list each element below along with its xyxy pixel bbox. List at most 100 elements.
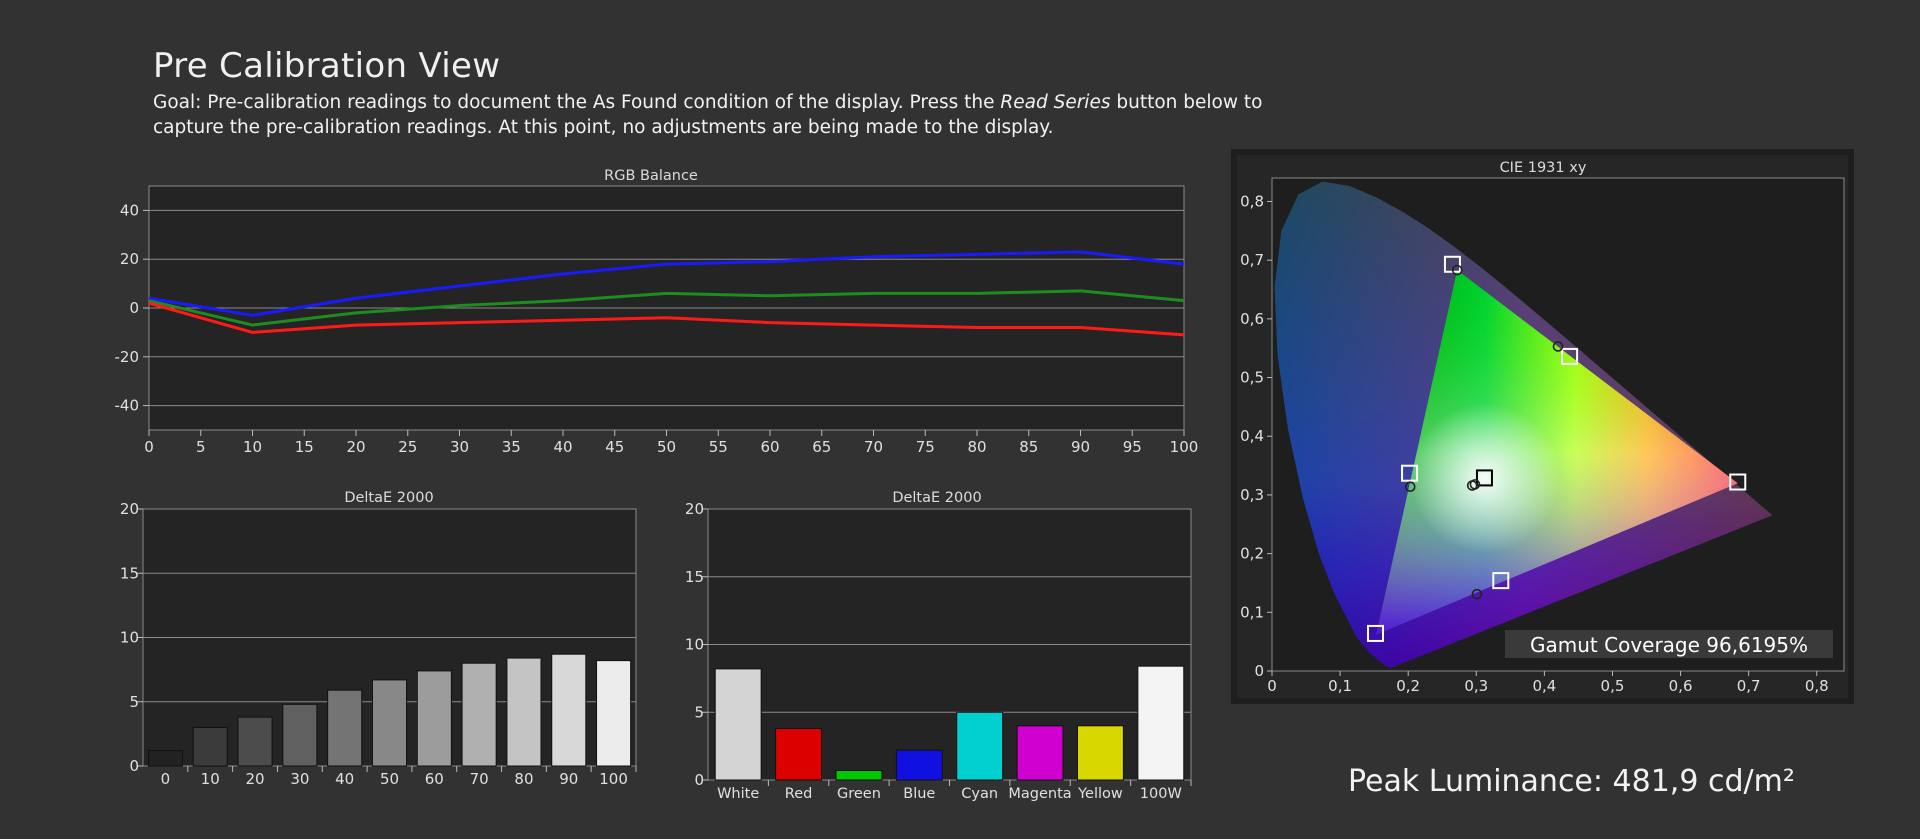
cie-xtick-label: 0,6 xyxy=(1669,677,1693,695)
deltae-gray-xtick-label: 90 xyxy=(559,770,578,788)
cie-measured-point xyxy=(1552,341,1564,352)
rgb-balance-x-axis: 0 5 10 15 20 25 30 35 40 45 50 55 60 65 70 75 80 85 90 95 10… xyxy=(144,430,1198,456)
deltae-color-xtick-label: Blue xyxy=(903,786,935,802)
rgb-ytick-label: -40 xyxy=(115,397,140,415)
cie-measured-point xyxy=(1451,264,1463,276)
deltae-color-bar xyxy=(1076,725,1124,781)
deltae-color-ytick-label: 10 xyxy=(685,636,704,654)
deltae-colors-axes: 20 15 10 5 0 White Red Green Blue Cyan Magenta Yell… xyxy=(685,500,1192,802)
cie-chart: CIE 1931 xy 0 0,1 0,2 0,3 0,4 0,5 0,6 0,7 0,8 0,8… xyxy=(1231,149,1854,704)
cie-target-square xyxy=(1401,464,1419,482)
deltae-gray-xtick-label: 50 xyxy=(380,770,399,788)
cie-target-square xyxy=(1561,347,1579,365)
rgb-series-line-1 xyxy=(148,289,1185,327)
rgb-ytick-label: 0 xyxy=(129,299,139,317)
deltae-gray-xtick-label: 60 xyxy=(425,770,444,788)
peak-luminance: Peak Luminance: 481,9 cd/m² xyxy=(1348,764,1795,799)
rgb-xtick-label: 80 xyxy=(967,438,986,456)
rgb-xtick-label: 30 xyxy=(450,438,469,456)
cie-xtick-label: 0,8 xyxy=(1805,677,1829,695)
rgb-ytick-label: 20 xyxy=(120,250,139,268)
deltae-gray-bar xyxy=(416,670,452,767)
deltae-gray-xtick-label: 10 xyxy=(201,770,220,788)
deltae-color-bar xyxy=(895,749,943,781)
deltae-gray-xtick-label: 80 xyxy=(514,770,533,788)
rgb-balance-series xyxy=(148,250,1185,337)
cie-ytick-label: 0,4 xyxy=(1240,427,1264,445)
deltae-grayscale-bars xyxy=(147,653,632,767)
rgb-xtick-label: 75 xyxy=(916,438,935,456)
rgb-balance-grid xyxy=(149,209,1184,407)
rgb-ytick-label: -20 xyxy=(115,348,140,366)
cie-xtick-label: 0,7 xyxy=(1737,677,1761,695)
deltae-gray-bar xyxy=(371,679,408,767)
cie-target-square xyxy=(1367,624,1385,642)
cie-xtick-label: 0 xyxy=(1267,677,1277,695)
deltae-color-xtick-label: 100W xyxy=(1140,786,1182,802)
goal-prefix: Goal: Pre-calibration readings to docume… xyxy=(153,92,1001,113)
deltae-color-bar xyxy=(835,770,883,781)
cie-xtick-label: 0,5 xyxy=(1601,677,1625,695)
rgb-xtick-label: 10 xyxy=(243,438,262,456)
white-point-glow xyxy=(1410,402,1561,553)
cie-axes: 0 0,1 0,2 0,3 0,4 0,5 0,6 0,7 0,8 0,8 0,7 0,6 0,5 0,4… xyxy=(1240,192,1829,695)
deltae-color-xtick-label: Green xyxy=(837,786,881,802)
deltae-gray-xtick-label: 40 xyxy=(335,770,354,788)
gamut-coverage-label: Gamut Coverage 96,6195% xyxy=(1530,633,1808,657)
deltae-color-ytick-label: 0 xyxy=(694,771,704,789)
rgb-series-line-2 xyxy=(148,301,1185,337)
deltae-color-ytick-label: 5 xyxy=(694,703,704,721)
deltae-color-xtick-label: White xyxy=(717,786,759,802)
rgb-xtick-label: 100 xyxy=(1170,438,1199,456)
deltae-color-bar xyxy=(1137,665,1185,781)
cie-measured-point xyxy=(1471,588,1483,600)
rgb-xtick-label: 45 xyxy=(605,438,624,456)
cie-xtick-label: 0,4 xyxy=(1532,677,1556,695)
cie-ytick-label: 0 xyxy=(1254,662,1264,680)
cie-ytick-label: 0,8 xyxy=(1240,192,1264,210)
deltae-gray-bar xyxy=(192,726,228,767)
deltae-gray-bar xyxy=(461,662,497,767)
deltae-color-bar xyxy=(775,728,823,781)
cie-ytick-label: 0,3 xyxy=(1240,486,1264,504)
cie-target-square xyxy=(1475,469,1493,487)
goal-suffix: button below to capture the pre-calibrat… xyxy=(153,92,1263,138)
rgb-balance-title: RGB Balance xyxy=(604,168,698,184)
goal-emphasis: Read Series xyxy=(1000,92,1111,113)
deltae-gray-bar xyxy=(237,716,273,767)
cie-ytick-label: 0,7 xyxy=(1240,251,1264,269)
deltae-gray-ytick-label: 15 xyxy=(120,564,139,582)
deltae-color-bar xyxy=(956,711,1004,781)
rgb-xtick-label: 15 xyxy=(295,438,314,456)
cie-target-square xyxy=(1492,572,1510,590)
rgb-xtick-label: 70 xyxy=(864,438,883,456)
cie-xtick-label: 0,3 xyxy=(1464,677,1488,695)
cie-spectral-locus xyxy=(1274,181,1773,669)
deltae-gray-xtick-label: 70 xyxy=(470,770,489,788)
deltae-colors-chart: DeltaE 2000 20 15 10 5 0 White Red Green Blue Cya… xyxy=(685,490,1192,802)
deltae-gray-bar xyxy=(506,657,542,767)
rgb-xtick-label: 60 xyxy=(760,438,779,456)
deltae-color-xtick-label: Red xyxy=(785,786,813,802)
deltae-gray-bar xyxy=(327,689,363,767)
cie-measured-point xyxy=(1404,481,1416,493)
deltae-color-xtick-label: Magenta xyxy=(1008,786,1071,802)
deltae-colors-bars xyxy=(714,665,1185,781)
cie-title: CIE 1931 xy xyxy=(1500,160,1587,176)
rgb-xtick-label: 50 xyxy=(657,438,676,456)
deltae-color-bar xyxy=(714,668,762,781)
deltae-gray-ytick-label: 10 xyxy=(120,629,139,647)
rgb-xtick-label: 95 xyxy=(1123,438,1142,456)
deltae-gray-bar xyxy=(551,653,587,767)
deltae-gray-bar xyxy=(596,660,632,767)
rgb-balance-chart: RGB Balance 40 20 0 -20 -40 0 5 10 15 20 25 30 35 40… xyxy=(115,168,1199,456)
rgb-xtick-label: 55 xyxy=(709,438,728,456)
cie-measured-point xyxy=(1469,479,1481,490)
deltae-gray-bar xyxy=(282,703,318,767)
deltae-color-xtick-label: Cyan xyxy=(961,786,998,802)
deltae-grayscale-title: DeltaE 2000 xyxy=(344,490,433,506)
deltae-gray-bar xyxy=(147,750,183,767)
deltae-colors-grid xyxy=(708,576,1191,713)
